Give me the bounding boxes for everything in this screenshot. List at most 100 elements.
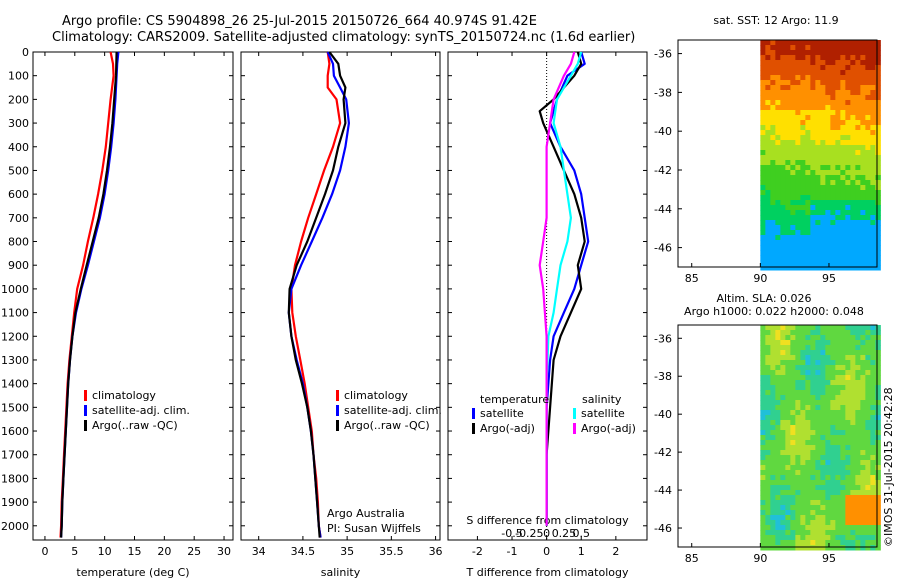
map-cell: [825, 435, 831, 441]
map-cell: [785, 340, 791, 346]
map-cell: [875, 40, 881, 46]
map-cell: [835, 405, 841, 411]
map-cell: [805, 150, 811, 156]
map-cell: [795, 525, 801, 531]
map-cell: [805, 520, 811, 526]
map-cell: [795, 490, 801, 496]
map-cell: [830, 335, 836, 341]
map-cell: [835, 80, 841, 86]
map-cell: [850, 515, 856, 521]
map-cell: [855, 80, 861, 86]
map-cell: [875, 380, 881, 386]
map-cell: [850, 55, 856, 61]
map-cell: [860, 540, 866, 546]
title-line-2: Climatology: CARS2009. Satellite-adjuste…: [52, 30, 636, 45]
map-cell: [775, 530, 781, 536]
map-cell: [830, 360, 836, 366]
temperature-xtick-label: 25: [187, 545, 201, 558]
map-cell: [800, 135, 806, 141]
map-cell: [825, 360, 831, 366]
map-cell: [820, 110, 826, 116]
map-cell: [865, 110, 871, 116]
map-cell: [760, 395, 766, 401]
map-cell: [860, 380, 866, 386]
map-cell: [855, 490, 861, 496]
map-cell: [840, 530, 846, 536]
map-cell: [800, 180, 806, 186]
map-cell: [770, 230, 776, 236]
map-cell: [855, 325, 861, 331]
map-cell: [805, 335, 811, 341]
map-cell: [855, 150, 861, 156]
map-cell: [760, 330, 766, 336]
map-cell: [845, 235, 851, 241]
map-cell: [800, 355, 806, 361]
map-cell: [795, 375, 801, 381]
map-cell: [860, 515, 866, 521]
map-cell: [840, 125, 846, 131]
map-cell: [835, 510, 841, 516]
map-cell: [795, 130, 801, 136]
map-cell: [855, 255, 861, 261]
map-cell: [795, 500, 801, 506]
map-cell: [805, 355, 811, 361]
map-cell: [810, 345, 816, 351]
map-cell: [785, 65, 791, 71]
map-cell: [860, 100, 866, 106]
map-cell: [775, 160, 781, 166]
map-cell: [875, 385, 881, 391]
map-cell: [855, 415, 861, 421]
map-cell: [810, 140, 816, 146]
map-cell: [825, 170, 831, 176]
map-cell: [760, 475, 766, 481]
map-cell: [875, 125, 881, 131]
map-cell: [780, 205, 786, 211]
map-cell: [810, 435, 816, 441]
map-cell: [860, 260, 866, 266]
map-cell: [875, 145, 881, 151]
map-cell: [830, 180, 836, 186]
map-cell: [770, 155, 776, 161]
map-cell: [850, 150, 856, 156]
map-cell: [795, 110, 801, 116]
map-cell: [840, 40, 846, 46]
map-cell: [860, 135, 866, 141]
map-cell: [830, 475, 836, 481]
map-cell: [860, 40, 866, 46]
map-cell: [765, 200, 771, 206]
map-cell: [850, 105, 856, 111]
map-cell: [765, 330, 771, 336]
map-cell: [830, 195, 836, 201]
map-cell: [855, 120, 861, 126]
map-cell: [860, 190, 866, 196]
map-cell: [780, 90, 786, 96]
map-cell: [860, 255, 866, 261]
map-cell: [875, 50, 881, 56]
map-cell: [760, 445, 766, 451]
map-cell: [865, 515, 871, 521]
map-cell: [790, 135, 796, 141]
map-cell: [825, 120, 831, 126]
map-cell: [845, 105, 851, 111]
map-cell: [865, 430, 871, 436]
map-cell: [835, 530, 841, 536]
map-cell: [860, 395, 866, 401]
map-cell: [840, 75, 846, 81]
map-cell: [860, 110, 866, 116]
map-cell: [835, 185, 841, 191]
map-cell: [870, 70, 876, 76]
map-cell: [805, 330, 811, 336]
map-cell: [795, 175, 801, 181]
map-cell: [830, 510, 836, 516]
map-cell: [775, 515, 781, 521]
map-cell: [865, 205, 871, 211]
map-cell: [865, 370, 871, 376]
map-cell: [850, 340, 856, 346]
map-cell: [795, 135, 801, 141]
map-cell: [845, 335, 851, 341]
map-cell: [845, 225, 851, 231]
map-cell: [850, 445, 856, 451]
map-cell: [865, 210, 871, 216]
map-cell: [855, 95, 861, 101]
map-cell: [860, 145, 866, 151]
